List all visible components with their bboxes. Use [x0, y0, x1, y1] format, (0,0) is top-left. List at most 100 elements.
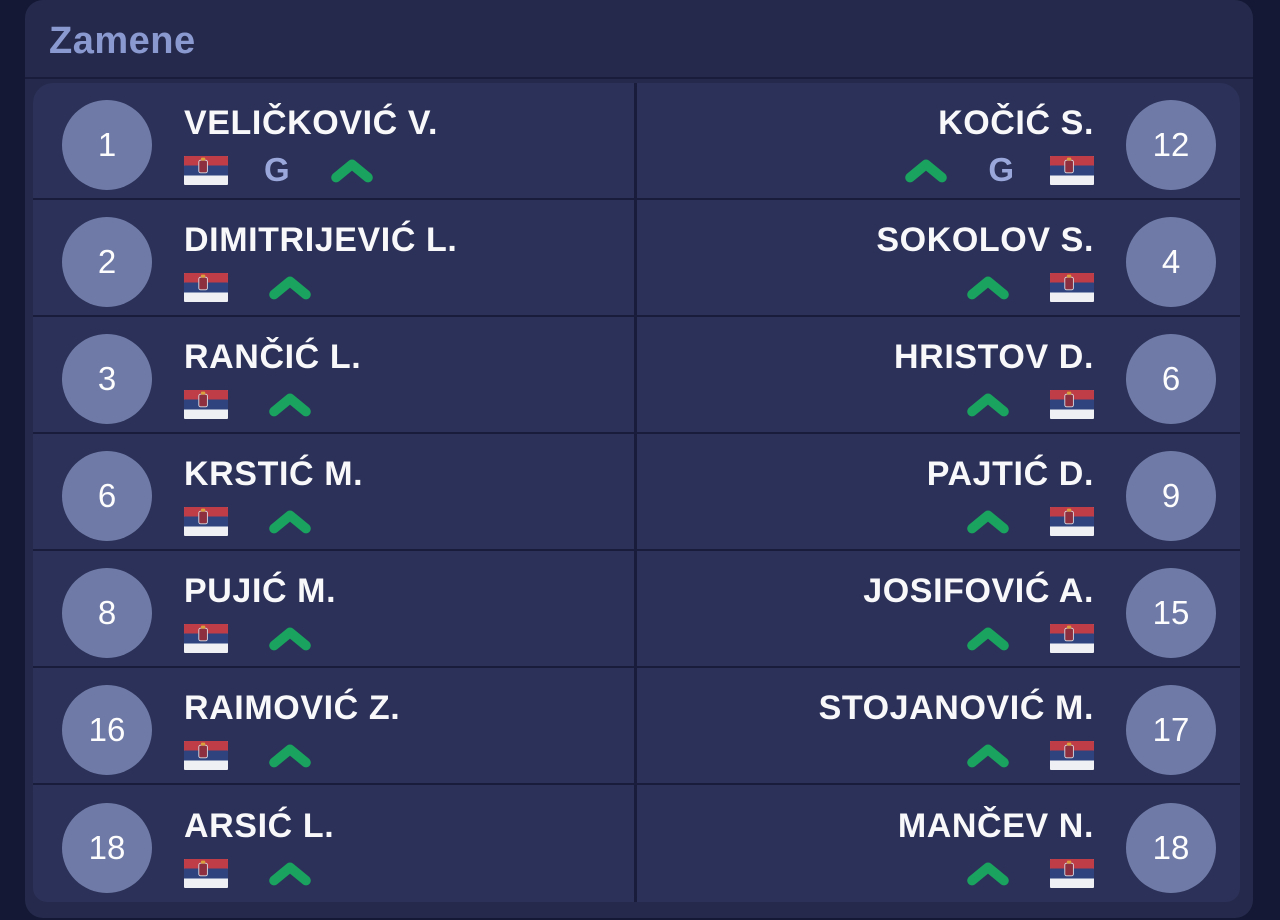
player-name: KOČIĆ S.: [938, 103, 1094, 142]
serbia-flag-icon: [1050, 155, 1094, 185]
sub-in-arrow-icon: [967, 744, 1009, 768]
sub-in-arrow-icon: [269, 276, 311, 300]
substitutions-card: Zamene 1 VELIČKOVIĆ V. G: [25, 0, 1253, 918]
player-info: VELIČKOVIĆ V. G: [184, 103, 439, 189]
shirt-number-badge: 12: [1126, 99, 1216, 190]
substitution-row: 8 PUJIĆ M.: [33, 551, 1240, 668]
serbia-flag-icon: [1050, 858, 1094, 888]
shirt-number: 12: [1152, 125, 1190, 163]
player-meta: G: [900, 151, 1094, 189]
player-name: HRISTOV D.: [894, 337, 1094, 376]
shirt-number: 6: [97, 476, 117, 514]
shirt-number: 9: [1161, 476, 1181, 514]
home-player-cell[interactable]: 2 DIMITRIJEVIĆ L.: [33, 200, 637, 315]
sub-in-arrow-icon: [330, 159, 373, 183]
substitution-row: 3 RANČIĆ L.: [33, 317, 1240, 434]
player-info: JOSIFOVIĆ A.: [863, 572, 1094, 653]
away-player-cell[interactable]: STOJANOVIĆ M. 17: [637, 668, 1240, 783]
substitutions-list: 1 VELIČKOVIĆ V. G: [33, 83, 1240, 902]
player-info: STOJANOVIĆ M.: [819, 689, 1094, 770]
player-meta: G: [184, 151, 438, 189]
home-player-cell[interactable]: 1 VELIČKOVIĆ V. G: [33, 83, 637, 198]
serbia-flag-icon: [184, 858, 228, 888]
shirt-number-badge: 18: [62, 802, 152, 893]
player-info: RAIMOVIĆ Z.: [184, 689, 400, 770]
player-name: VELIČKOVIĆ V.: [184, 103, 439, 142]
player-name: RAIMOVIĆ Z.: [184, 688, 401, 727]
goalkeeper-label: G: [988, 151, 1014, 189]
serbia-flag-icon: [184, 623, 228, 653]
player-name: PAJTIĆ D.: [926, 454, 1094, 493]
shirt-number-badge: 2: [62, 216, 152, 307]
home-player-cell[interactable]: 6 KRSTIĆ M.: [33, 434, 637, 549]
player-name: PUJIĆ M.: [184, 571, 337, 610]
shirt-number: 6: [1161, 359, 1181, 397]
shirt-number-badge: 8: [62, 567, 152, 658]
shirt-number: 3: [97, 359, 117, 397]
player-name: DIMITRIJEVIĆ L.: [184, 220, 458, 259]
shirt-number-badge: 16: [62, 684, 152, 775]
player-meta: [184, 858, 334, 888]
player-info: SOKOLOV S.: [876, 221, 1094, 302]
shirt-number-badge: 6: [62, 450, 152, 541]
shirt-number: 18: [1152, 828, 1190, 866]
home-player-cell[interactable]: 3 RANČIĆ L.: [33, 317, 637, 432]
shirt-number-badge: 4: [1126, 216, 1216, 307]
player-meta: [962, 858, 1094, 888]
shirt-number-badge: 18: [1126, 802, 1216, 893]
serbia-flag-icon: [1050, 623, 1094, 653]
player-meta: [184, 272, 457, 302]
player-meta: [962, 389, 1094, 419]
away-player-cell[interactable]: MANČEV N. 18: [637, 785, 1240, 902]
player-info: MANČEV N.: [898, 807, 1094, 888]
player-meta: [962, 740, 1094, 770]
home-player-cell[interactable]: 18 ARSIĆ L.: [33, 785, 637, 902]
player-info: PAJTIĆ D.: [927, 455, 1094, 536]
home-player-cell[interactable]: 8 PUJIĆ M.: [33, 551, 637, 666]
section-header: Zamene: [25, 0, 1253, 79]
player-name: KRSTIĆ M.: [184, 454, 364, 493]
sub-in-arrow-icon: [967, 862, 1009, 886]
sub-in-arrow-icon: [269, 393, 311, 417]
shirt-number-badge: 1: [62, 99, 152, 190]
shirt-number: 15: [1152, 593, 1190, 631]
player-meta: [962, 272, 1094, 302]
player-meta: [184, 389, 361, 419]
substitution-row: 18 ARSIĆ L.: [33, 785, 1240, 902]
serbia-flag-icon: [184, 506, 228, 536]
shirt-number: 1: [97, 125, 117, 163]
serbia-flag-icon: [1050, 389, 1094, 419]
away-player-cell[interactable]: SOKOLOV S. 4: [637, 200, 1240, 315]
player-name: RANČIĆ L.: [184, 337, 362, 376]
shirt-number: 2: [97, 242, 117, 280]
shirt-number: 4: [1161, 242, 1181, 280]
serbia-flag-icon: [184, 155, 228, 185]
sub-in-arrow-icon: [967, 510, 1009, 534]
player-name: JOSIFOVIĆ A.: [863, 571, 1094, 610]
sub-in-arrow-icon: [269, 510, 311, 534]
away-player-cell[interactable]: HRISTOV D. 6: [637, 317, 1240, 432]
shirt-number-badge: 6: [1126, 333, 1216, 424]
home-player-cell[interactable]: 16 RAIMOVIĆ Z.: [33, 668, 637, 783]
player-meta: [184, 506, 363, 536]
away-player-cell[interactable]: JOSIFOVIĆ A. 15: [637, 551, 1240, 666]
sub-in-arrow-icon: [269, 862, 311, 886]
player-meta: [184, 623, 336, 653]
player-info: DIMITRIJEVIĆ L.: [184, 221, 457, 302]
substitution-row: 1 VELIČKOVIĆ V. G: [33, 83, 1240, 200]
sub-in-arrow-icon: [269, 627, 311, 651]
goalkeeper-label: G: [264, 151, 290, 189]
player-info: RANČIĆ L.: [184, 338, 361, 419]
shirt-number-badge: 17: [1126, 684, 1216, 775]
player-meta: [962, 506, 1094, 536]
serbia-flag-icon: [184, 272, 228, 302]
player-name: STOJANOVIĆ M.: [818, 688, 1094, 727]
sub-in-arrow-icon: [967, 393, 1009, 417]
shirt-number: 16: [88, 710, 126, 748]
away-player-cell[interactable]: KOČIĆ S. G 12: [637, 83, 1240, 198]
shirt-number: 17: [1152, 710, 1190, 748]
player-name: MANČEV N.: [897, 806, 1094, 845]
player-name: SOKOLOV S.: [876, 220, 1094, 259]
away-player-cell[interactable]: PAJTIĆ D. 9: [637, 434, 1240, 549]
